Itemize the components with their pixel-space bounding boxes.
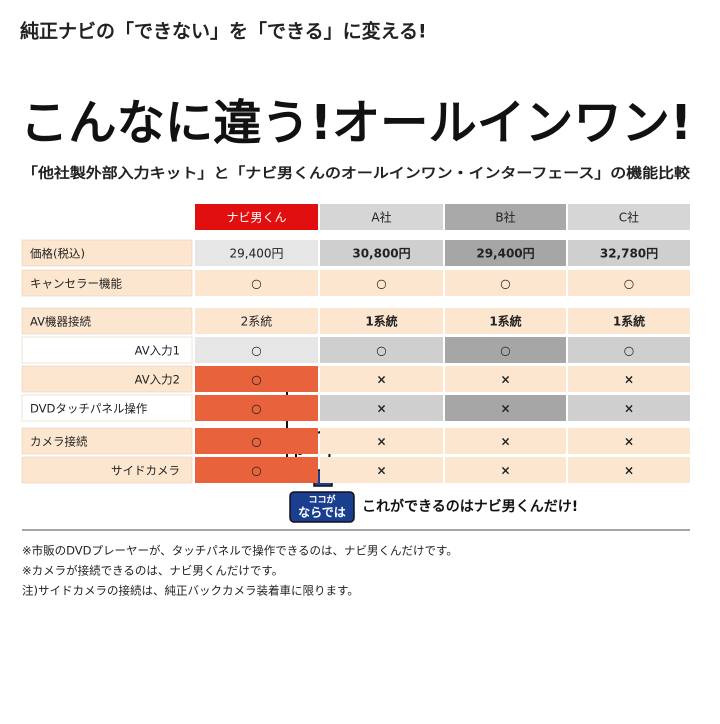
header-label: A社	[371, 210, 391, 225]
cell	[195, 337, 318, 363]
cell	[195, 457, 318, 483]
cell-text: ×	[624, 464, 634, 478]
cell-text: ○	[376, 277, 386, 291]
cell-text: ×	[376, 402, 386, 416]
row-label-cell	[21, 336, 193, 364]
header-cell	[195, 204, 318, 230]
cell-text: ×	[500, 402, 510, 416]
cell	[445, 366, 566, 392]
row-label: DVDタッチパネル操作	[30, 402, 148, 416]
tagline: 純正ナビの「できない」を「できる」に変える!	[20, 20, 427, 43]
cell-text: ○	[251, 435, 261, 449]
cell-text: 1系統	[365, 314, 397, 329]
badge-text: ココが	[308, 494, 336, 506]
row-label: サイドカメラ	[111, 464, 180, 478]
cell	[568, 428, 690, 454]
cell	[320, 337, 443, 363]
note: ※カメラが接続できるのは、ナビ男くんだけです。	[22, 564, 283, 578]
subtitle: 「他社製外部入力キット」と「ナビ男くんのオールインワン・インターフェース」の機能…	[22, 165, 691, 182]
cell	[195, 395, 318, 421]
header-label: B社	[495, 210, 515, 225]
cell-text: ○	[500, 344, 510, 358]
row-label: AV入力1	[135, 344, 180, 358]
cell	[568, 366, 690, 392]
cell	[568, 270, 690, 296]
cell-text: ×	[376, 373, 386, 387]
cell-text: ○	[376, 344, 386, 358]
row-label-cell	[21, 365, 193, 393]
cell	[320, 457, 443, 483]
cell-text: ×	[376, 464, 386, 478]
cell-text: ○	[251, 464, 261, 478]
cell-text: ○	[500, 277, 510, 291]
header-cell	[445, 204, 566, 230]
callout-text: これができるのはナビ男くんだけ!	[362, 498, 578, 515]
row-label-cell	[21, 269, 193, 297]
badge-text: ならでは	[298, 506, 346, 520]
cell-text: 30,800円	[352, 247, 410, 261]
cell	[320, 366, 443, 392]
cell	[568, 240, 690, 266]
row-label: カメラ接続	[30, 435, 88, 449]
cell	[568, 308, 690, 334]
cell	[320, 428, 443, 454]
cell	[320, 270, 443, 296]
cell	[568, 395, 690, 421]
cell	[445, 270, 566, 296]
header-label: ナビ男くん	[226, 211, 286, 225]
cell	[568, 457, 690, 483]
header-label: C社	[619, 210, 639, 225]
cell-text: 1系統	[613, 314, 645, 329]
cell-text: 29,400円	[476, 247, 534, 261]
cell	[445, 240, 566, 266]
cell	[445, 308, 566, 334]
cell	[320, 395, 443, 421]
cell-text: ×	[500, 373, 510, 387]
cell-text: 1系統	[489, 314, 521, 329]
cell	[195, 428, 318, 454]
cell	[195, 270, 318, 296]
row-label: 価格(税込)	[30, 247, 85, 261]
cell-text: ○	[251, 277, 261, 291]
cell	[195, 366, 318, 392]
cell-text: ○	[251, 373, 261, 387]
cell-text: ×	[624, 402, 634, 416]
cell	[320, 308, 443, 334]
cell-text: ×	[376, 435, 386, 449]
header-cell	[568, 204, 690, 230]
cell-text: 29,400円	[230, 247, 284, 261]
note: ※市販のDVDプレーヤーが、タッチパネルで操作できるのは、ナビ男くんだけです。	[22, 544, 458, 558]
cell-text: ○	[251, 344, 261, 358]
cell-text: ×	[500, 464, 510, 478]
cell	[445, 457, 566, 483]
row-label-cell	[21, 239, 193, 267]
cell	[445, 428, 566, 454]
cell-text: 2系統	[241, 315, 273, 329]
cell	[445, 395, 566, 421]
row-label: AV入力2	[135, 373, 180, 387]
badge	[289, 491, 355, 523]
row-label: AV機器接続	[30, 315, 91, 329]
cell-text: ×	[624, 373, 634, 387]
cell	[195, 240, 318, 266]
cell-text: ×	[624, 435, 634, 449]
cell	[195, 308, 318, 334]
cell-text: ×	[500, 435, 510, 449]
cell-text: ○	[624, 344, 634, 358]
row-label: キャンセラー機能	[30, 277, 122, 291]
row-label-cell	[21, 307, 193, 335]
cell-text: ○	[251, 402, 261, 416]
cell-text: 32,780円	[600, 247, 658, 261]
title: こんなに違う!オールインワン!	[20, 95, 692, 151]
row-label-cell	[21, 427, 193, 455]
cell	[568, 337, 690, 363]
row-label-cell	[21, 394, 193, 422]
row-label-cell	[21, 456, 193, 484]
cell	[445, 337, 566, 363]
note: 注)サイドカメラの接続は、純正バックカメラ装着車に限ります。	[22, 584, 359, 598]
cell	[320, 240, 443, 266]
header-cell	[320, 204, 443, 230]
cell-text: ○	[624, 277, 634, 291]
